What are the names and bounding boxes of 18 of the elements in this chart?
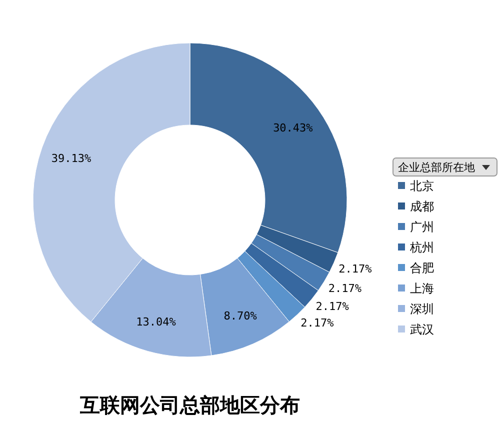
legend-label: 成都 — [410, 200, 434, 214]
legend-label: 北京 — [410, 179, 434, 193]
legend-label: 上海 — [410, 282, 434, 296]
legend-label: 武汉 — [410, 322, 434, 336]
legend-label: 深圳 — [410, 302, 434, 316]
data-label: 2.17% — [300, 316, 334, 330]
text: 互联网公司总部地区分布 — [79, 394, 300, 417]
data-label: 8.70% — [224, 310, 258, 323]
legend-title: 企业总部所在地 — [398, 161, 475, 174]
legend-label: 合肥 — [410, 261, 434, 275]
data-label: 13.04% — [136, 315, 176, 328]
legend-label: 杭州 — [409, 240, 434, 254]
data-label: 2.17% — [338, 262, 372, 276]
data-label: 2.17% — [328, 282, 362, 296]
data-label: 2.17% — [316, 300, 350, 314]
data-label: 30.43% — [273, 121, 314, 134]
legend-label: 广州 — [410, 220, 434, 234]
data-label: 39.13% — [51, 152, 92, 165]
